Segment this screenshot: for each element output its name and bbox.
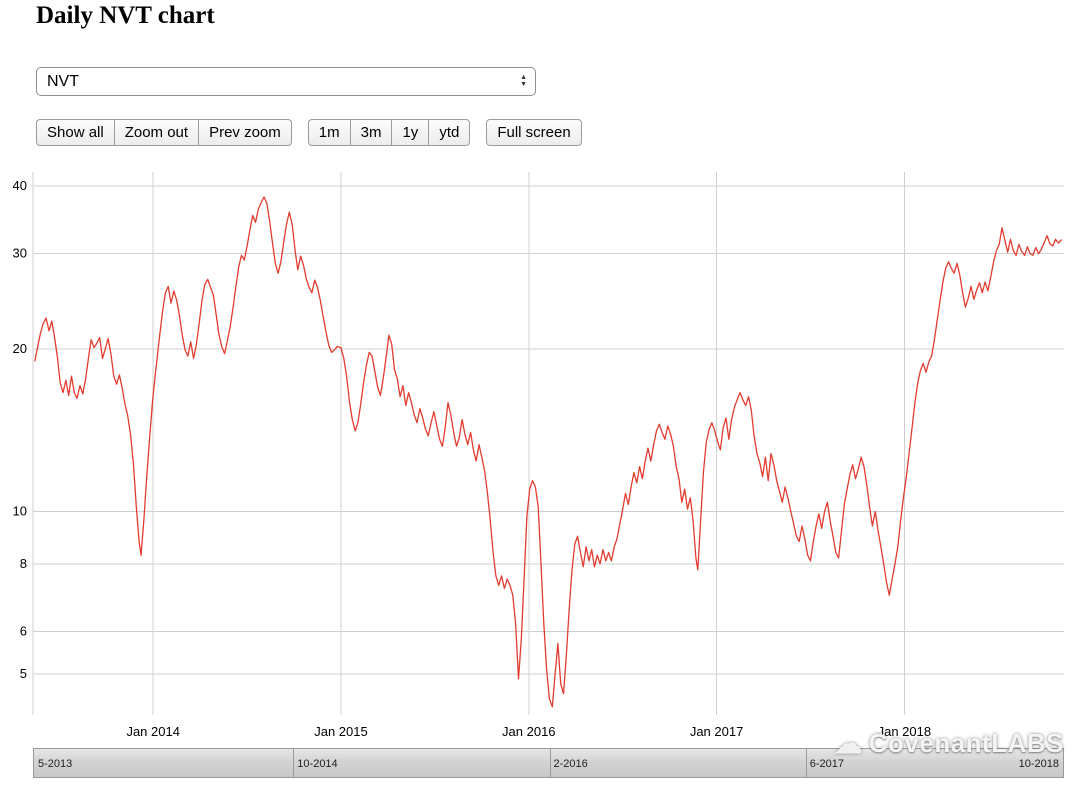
fullscreen-button-group: Full screen <box>486 119 582 146</box>
y-axis-tick-label: 5 <box>20 666 27 681</box>
range-label: 10-2014 <box>297 758 338 770</box>
show-all-button[interactable]: Show all <box>36 119 115 146</box>
range-label: 2-2016 <box>553 758 588 770</box>
range-3m-button[interactable]: 3m <box>349 119 393 146</box>
prev-zoom-button[interactable]: Prev zoom <box>198 119 292 146</box>
zoom-button-group: Show all Zoom out Prev zoom <box>36 119 292 146</box>
select-arrows-icon: ▲ ▼ <box>520 73 527 88</box>
x-axis-tick-label: Jan 2017 <box>690 724 744 739</box>
nvt-series-line <box>34 196 1062 708</box>
x-axis-tick-label: Jan 2016 <box>502 724 556 739</box>
y-axis-tick-label: 40 <box>13 178 27 193</box>
y-axis-tick-label: 10 <box>13 503 27 518</box>
series-select-value: NVT <box>47 72 79 90</box>
zoom-out-button[interactable]: Zoom out <box>113 119 200 146</box>
range-1m-button[interactable]: 1m <box>307 119 351 146</box>
range-scrollbar[interactable]: 5-2013 10-2014 2-2016 6-2017 10-2018 <box>33 748 1064 778</box>
full-screen-button[interactable]: Full screen <box>486 119 582 146</box>
y-axis-tick-label: 8 <box>20 556 27 571</box>
range-tick <box>805 749 807 777</box>
x-axis-tick-label: Jan 2014 <box>126 724 180 739</box>
range-label: 6-2017 <box>809 758 845 770</box>
range-label: 10-2018 <box>1018 758 1059 770</box>
range-1y-button[interactable]: 1y <box>391 119 430 146</box>
page-title: Daily NVT chart <box>36 2 215 29</box>
nvt-chart[interactable]: Jan 2014 Jan 2015 Jan 2016 Jan 2017 Jan 2018… <box>0 160 1080 746</box>
range-tick <box>549 749 551 777</box>
range-button-group: 1m 3m 1y ytd <box>307 119 471 146</box>
y-axis-tick-label: 6 <box>20 623 27 638</box>
y-axis-tick-label: 30 <box>13 246 27 261</box>
range-ytd-button[interactable]: ytd <box>428 119 471 146</box>
chart-canvas: Jan 2014 Jan 2015 Jan 2016 Jan 2017 Jan 2018… <box>13 172 1064 739</box>
series-select[interactable]: NVT ▲ ▼ <box>36 67 536 96</box>
chart-toolbar: Show all Zoom out Prev zoom 1m 3m 1y ytd… <box>36 119 598 146</box>
x-axis-tick-label: Jan 2018 <box>878 724 932 739</box>
range-tick <box>293 749 295 777</box>
range-label: 5-2013 <box>38 758 73 770</box>
y-axis-tick-label: 20 <box>13 341 27 356</box>
x-axis-tick-label: Jan 2015 <box>314 724 368 739</box>
